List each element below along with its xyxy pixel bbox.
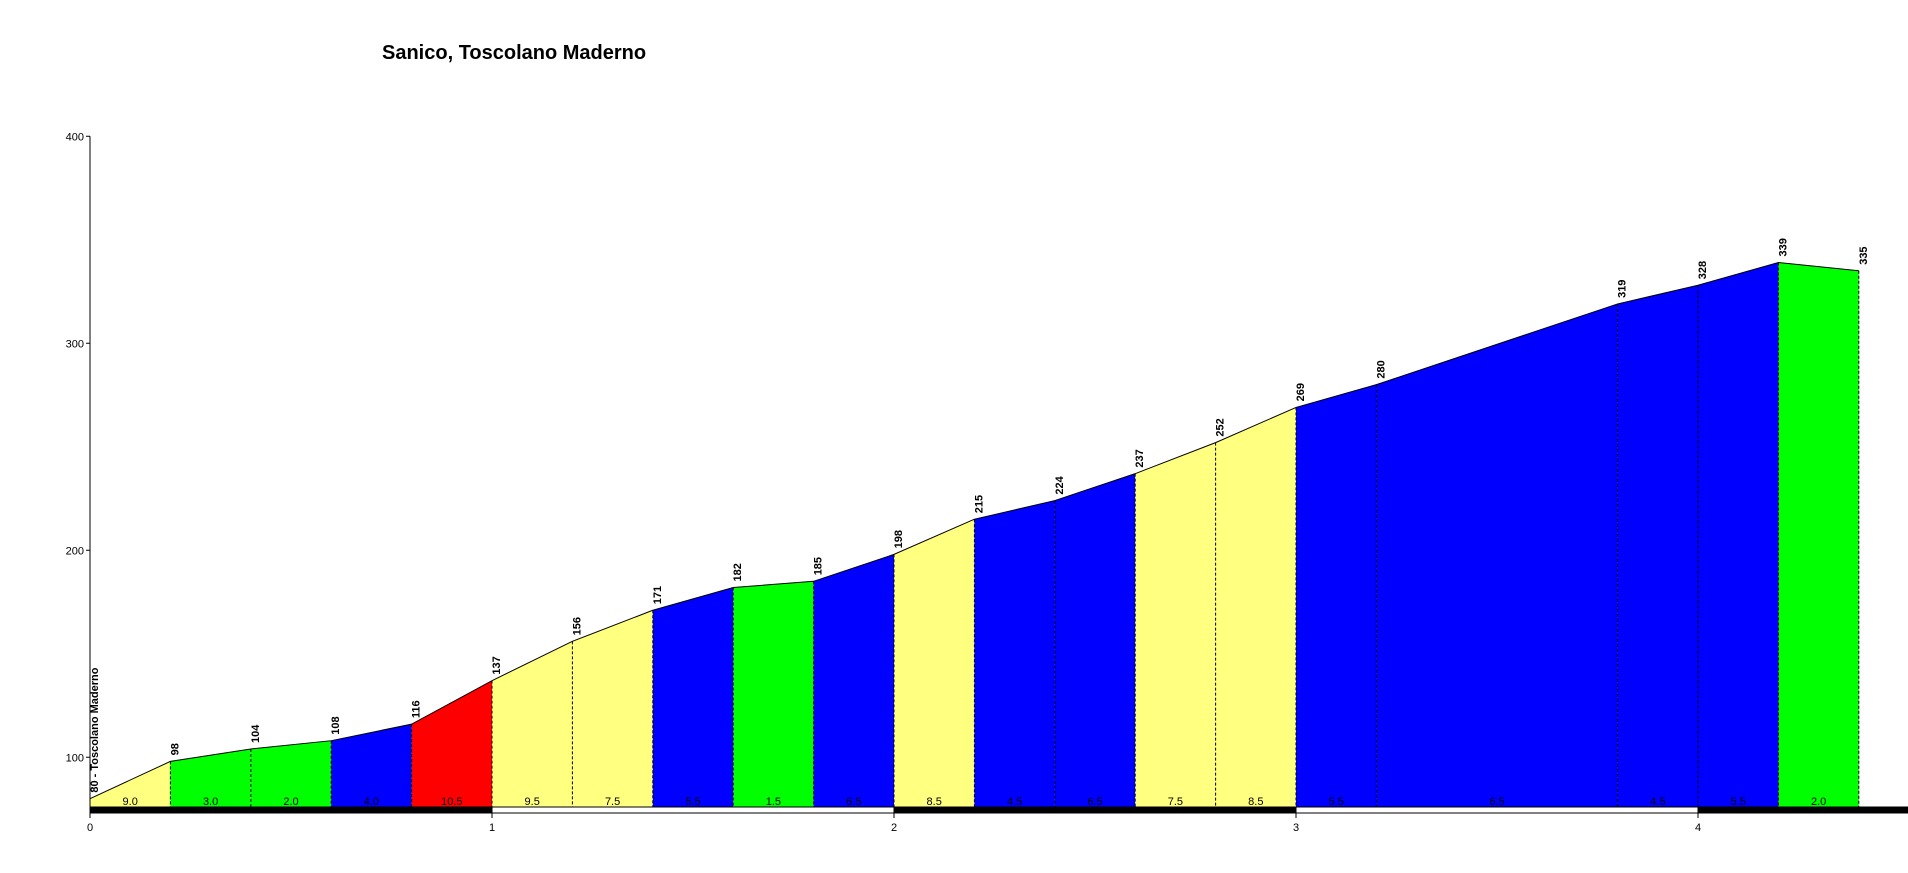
elevation-label-7: 171 — [652, 586, 664, 604]
grade-label-15: 5.5 — [1329, 796, 1344, 808]
grade-label-1: 3.0 — [203, 796, 218, 808]
grade-segment-14 — [1215, 407, 1296, 809]
y-tick-label-0: 100 — [66, 752, 84, 764]
elevation-label-8: 182 — [732, 563, 744, 581]
elevation-label-12: 224 — [1054, 475, 1066, 494]
grade-label-8: 1.5 — [766, 796, 781, 808]
x-tick-label-4: 4 — [1695, 822, 1701, 834]
grade-label-16: 6.5 — [1489, 796, 1504, 808]
grade-label-9: 6.5 — [846, 796, 861, 808]
elevation-label-13: 237 — [1134, 449, 1146, 467]
grade-label-19: 2.0 — [1811, 796, 1826, 808]
grade-segment-15 — [1296, 384, 1377, 809]
grade-segment-5 — [492, 641, 573, 809]
elevation-label-14: 252 — [1215, 418, 1227, 436]
grade-segment-18 — [1698, 262, 1779, 809]
elevation-label-20: 328 — [1697, 261, 1709, 279]
x-tick-label-0: 0 — [87, 822, 93, 834]
x-tick-label-1: 1 — [489, 822, 495, 834]
grade-segment-2 — [250, 740, 332, 809]
x-tick-label-2: 2 — [891, 822, 897, 834]
grade-label-5: 9.5 — [525, 796, 540, 808]
elevation-label-9: 185 — [813, 557, 825, 575]
grade-label-0: 9.0 — [123, 796, 138, 808]
grade-segment-17 — [1617, 285, 1698, 809]
start-label: 80 - Toscolano Maderno — [89, 667, 101, 792]
elevation-label-16: 280 — [1375, 360, 1387, 378]
road-bar-4 — [1697, 806, 1908, 814]
grade-segment-13 — [1135, 442, 1216, 809]
grade-segment-8 — [733, 581, 814, 809]
y-tick-label-2: 300 — [66, 338, 84, 350]
grade-segment-11 — [974, 500, 1055, 809]
grade-segment-4 — [411, 680, 492, 809]
elevation-label-19: 319 — [1617, 280, 1629, 298]
grade-label-13: 7.5 — [1168, 796, 1183, 808]
grade-label-7: 5.5 — [685, 796, 700, 808]
elevation-label-21: 339 — [1777, 238, 1789, 256]
elevation-label-3: 108 — [330, 716, 342, 734]
grade-segment-10 — [894, 519, 975, 809]
grade-segment-19 — [1778, 262, 1859, 809]
grade-segment-7 — [652, 587, 734, 809]
elevation-label-10: 198 — [893, 530, 905, 548]
elevation-label-2: 104 — [250, 724, 262, 743]
x-tick-label-3: 3 — [1293, 822, 1299, 834]
grade-label-4: 10.5 — [441, 796, 462, 808]
elevation-label-5: 137 — [491, 656, 503, 674]
grade-label-2: 2.0 — [283, 796, 298, 808]
elevation-label-15: 269 — [1295, 383, 1307, 401]
y-tick-label-1: 200 — [66, 545, 84, 557]
grade-label-17: 4.5 — [1650, 796, 1665, 808]
grade-label-6: 7.5 — [605, 796, 620, 808]
grade-segment-3 — [331, 724, 412, 809]
grade-segment-0 — [90, 761, 171, 809]
elevation-label-1: 98 — [169, 743, 181, 755]
elevation-label-22: 335 — [1858, 246, 1870, 264]
elevation-label-4: 116 — [411, 700, 423, 718]
chart-title: Sanico, Toscolano Maderno — [382, 42, 647, 64]
grade-label-3: 4.0 — [364, 796, 379, 808]
grade-label-12: 6.5 — [1087, 796, 1102, 808]
grade-label-14: 8.5 — [1248, 796, 1263, 808]
grade-segment-12 — [1054, 473, 1136, 809]
profile-line — [89, 262, 1859, 800]
grade-segment-1 — [170, 748, 251, 809]
grade-segment-16 — [1376, 303, 1618, 809]
elevation-label-11: 215 — [973, 495, 985, 513]
grade-segment-9 — [813, 554, 894, 809]
elevation-label-6: 156 — [571, 617, 583, 635]
grade-label-18: 5.5 — [1731, 796, 1746, 808]
y-tick-label-3: 400 — [66, 131, 84, 143]
grade-label-10: 8.5 — [927, 796, 942, 808]
grade-segment-6 — [572, 610, 653, 809]
grade-label-11: 4.5 — [1007, 796, 1022, 808]
